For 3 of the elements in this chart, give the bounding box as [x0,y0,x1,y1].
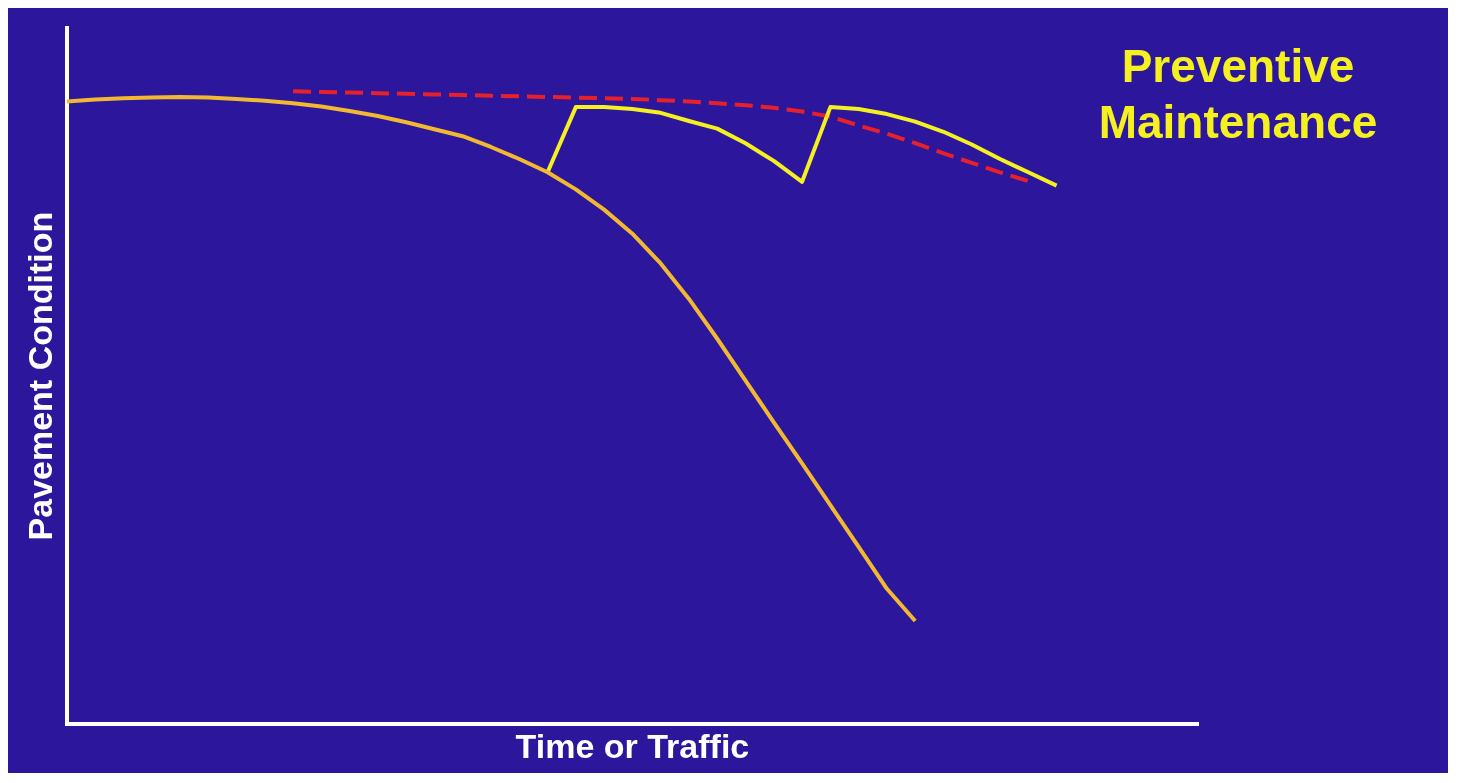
x-axis-title: Time or Traffic [515,726,750,765]
chart-title: Preventive Maintenance [1097,39,1379,150]
y-axis-title: Pavement Condition [20,211,59,541]
